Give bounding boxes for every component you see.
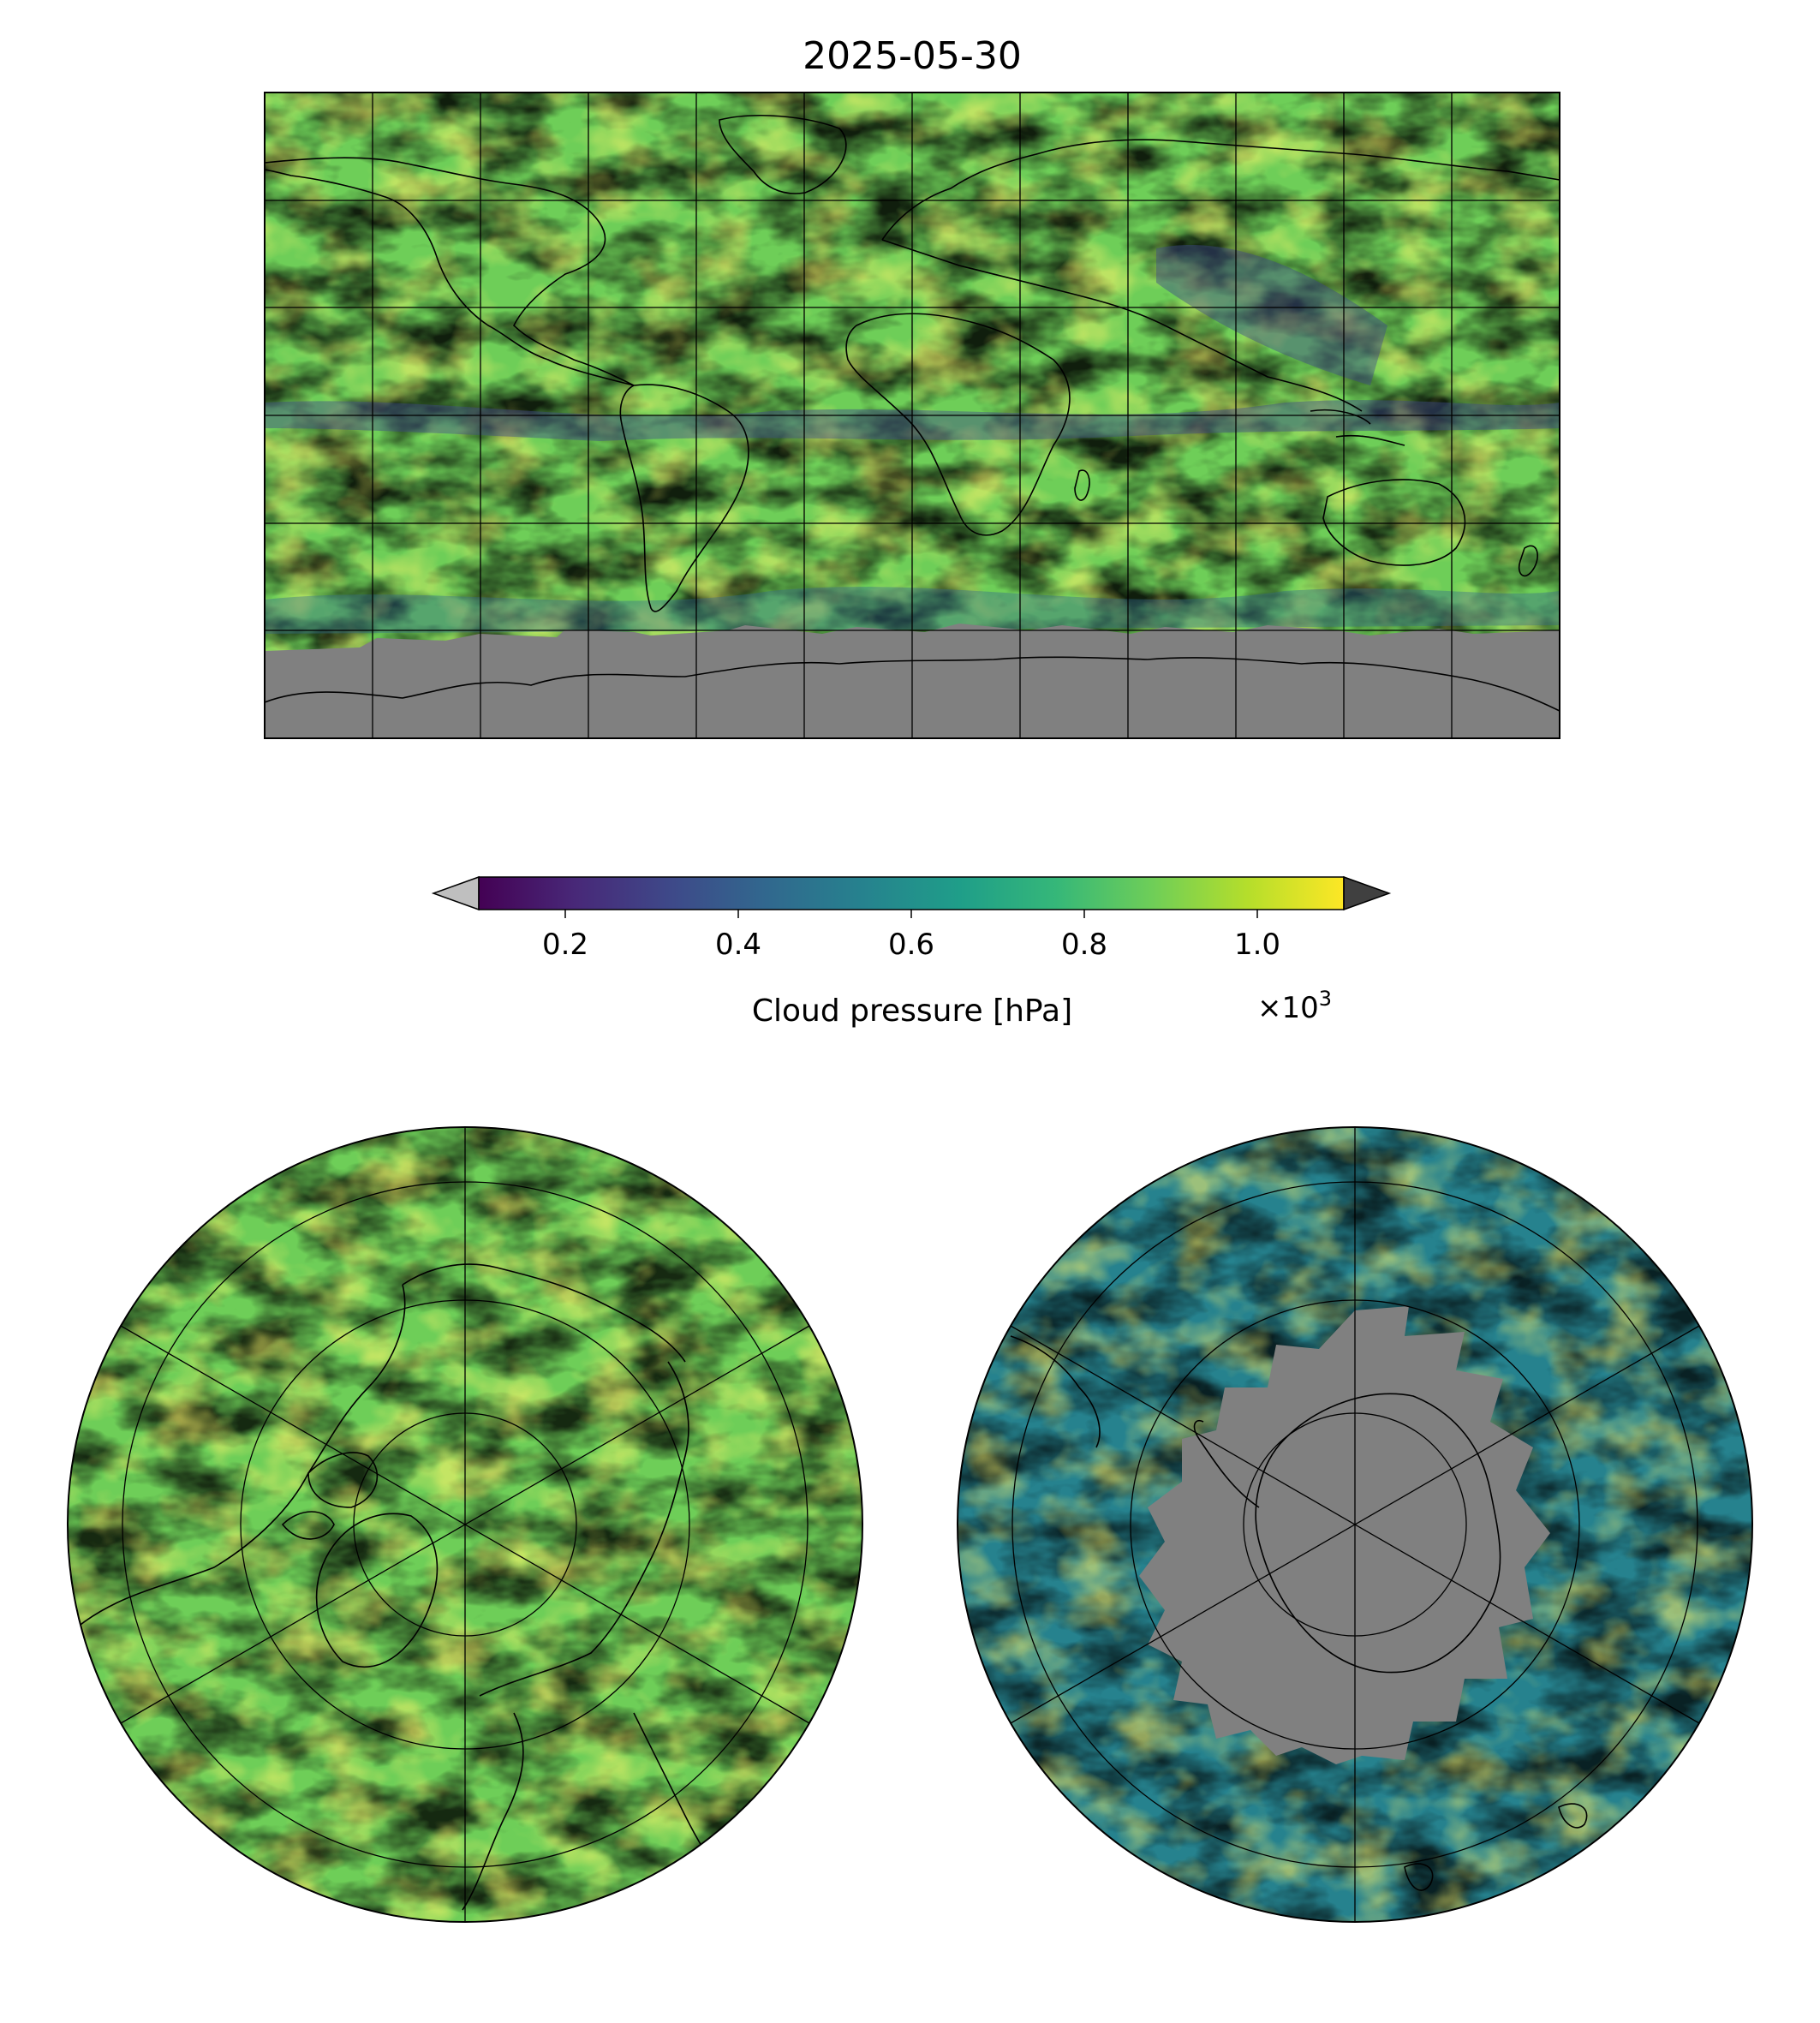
colorbar-ticks: 0.2 0.4 0.6 0.8 1.0 (542, 910, 1280, 962)
south-polar-map (957, 1126, 1753, 1923)
colorbar-multiplier-exp: 3 (1319, 987, 1332, 1011)
north-polar-coastlines (76, 1263, 737, 1911)
colorbar-tick-label: 0.4 (715, 928, 761, 962)
colorbar-tick-label: 0.8 (1061, 928, 1107, 962)
south-polar-coastlines (1010, 1335, 1588, 1891)
colorbar-label: Cloud pressure [hPa] (752, 994, 1072, 1029)
south-polar-gridlines (1010, 1127, 1700, 1922)
south-polar-no-data-region (1139, 1306, 1550, 1764)
north-polar-gridlines (120, 1127, 810, 1922)
north-polar-map (67, 1126, 863, 1923)
global-gridlines (265, 92, 1560, 738)
global-map-frame (264, 92, 1560, 739)
global-map (264, 92, 1560, 739)
colorbar-multiplier: ×103 (1257, 987, 1332, 1025)
figure-title: 2025-05-30 (803, 34, 1022, 78)
colorbar-gradient (479, 877, 1344, 910)
colorbar-tick-label: 0.2 (542, 928, 588, 962)
south-polar-frame (957, 1126, 1753, 1923)
colorbar-over-extension (1343, 875, 1392, 911)
colorbar-under-extension (431, 875, 480, 911)
colorbar-multiplier-base: ×10 (1257, 991, 1319, 1025)
global-coastlines (265, 115, 1560, 712)
colorbar-tick-label: 0.6 (888, 928, 934, 962)
colorbar: 0.2 0.4 0.6 0.8 1.0 Cloud pressure [hPa] ×10… (431, 875, 1392, 1029)
north-polar-frame (67, 1126, 863, 1923)
colorbar-tick-label: 1.0 (1234, 928, 1280, 962)
